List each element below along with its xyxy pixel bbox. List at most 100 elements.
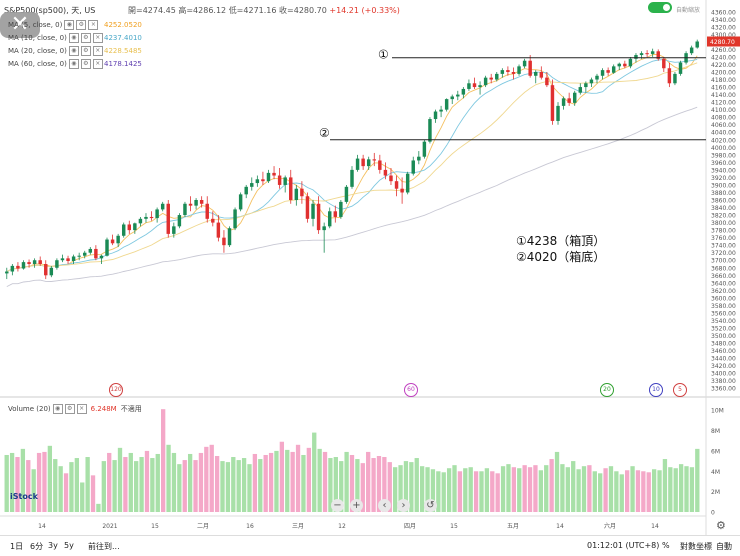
ma-badge-5[interactable]: 5 — [673, 383, 687, 397]
volume-bar — [571, 461, 576, 512]
time-tick-label: 三月 — [292, 523, 304, 530]
gear-icon[interactable]: ⚙ — [64, 404, 75, 414]
gear-icon[interactable]: ⚙ — [80, 46, 91, 56]
volume-bar — [349, 454, 355, 512]
eye-icon[interactable]: ◉ — [68, 59, 79, 69]
percent-toggle[interactable]: % — [662, 541, 670, 550]
ma-badge-60[interactable]: 60 — [404, 383, 418, 397]
scroll-right-button[interactable]: › — [397, 499, 410, 512]
auto-scale-toggle[interactable] — [648, 2, 672, 13]
eye-icon[interactable]: ◉ — [52, 404, 63, 414]
candle-body — [160, 203, 165, 210]
close-icon[interactable]: ✕ — [0, 12, 40, 38]
close-icon[interactable]: × — [92, 33, 103, 43]
ma20-legend[interactable]: MA (20, close, 0) ◉ ⚙ × 4228.5485 — [8, 45, 142, 57]
candle-body — [127, 224, 132, 231]
volume-bar — [625, 470, 630, 512]
candle-body — [617, 63, 621, 67]
volume-bar — [581, 466, 587, 512]
volume-bar — [204, 446, 209, 512]
ma10-value: 4237.4010 — [104, 34, 142, 42]
volume-bar — [214, 456, 220, 512]
gear-icon[interactable]: ⚙ — [80, 59, 91, 69]
volume-bar — [608, 466, 614, 512]
candle-body — [645, 53, 649, 55]
volume-bar — [339, 461, 344, 512]
close-icon[interactable]: × — [92, 59, 103, 69]
ma60-line — [6, 106, 698, 287]
eye-icon[interactable]: ◉ — [68, 46, 79, 56]
gear-icon[interactable]: ⚙ — [76, 20, 87, 30]
gear-icon[interactable]: ⚙ — [80, 33, 91, 43]
close-icon[interactable]: × — [76, 404, 87, 414]
volume-bar — [538, 470, 543, 512]
eye-icon[interactable]: ◉ — [64, 20, 75, 30]
logo: iStock — [10, 492, 38, 501]
candle-body — [439, 109, 443, 112]
time-tick-label: 五月 — [507, 523, 519, 530]
candle-body — [366, 159, 371, 167]
candle-body — [177, 215, 182, 227]
close-icon[interactable]: × — [92, 46, 103, 56]
ma-badge-120[interactable]: 120 — [109, 383, 123, 397]
low-value: 低=4271.16 — [228, 6, 277, 15]
candle-body — [149, 216, 154, 219]
auto-scale-button[interactable]: 自動 — [716, 542, 732, 551]
volume-bar — [651, 469, 657, 512]
candle-body — [99, 255, 104, 259]
candle-body — [556, 105, 560, 121]
volume-bar — [26, 460, 31, 512]
volume-bar — [360, 463, 365, 512]
zoom-in-button[interactable]: + — [350, 499, 363, 512]
volume-bar — [258, 459, 263, 512]
price-tick-label: 3940.00 — [711, 167, 736, 174]
price-tick-label: 3920.00 — [711, 175, 736, 182]
ma20-label: MA (20, close, 0) — [8, 47, 67, 55]
candle-body — [433, 111, 438, 120]
log-scale-toggle[interactable]: 對數坐標 — [680, 542, 712, 551]
bottom-toolbar: 1日 6分 3y 5y 前往到... 01:12:01 (UTC+8) % 對數… — [0, 535, 740, 556]
range-1d-button[interactable]: 1日 — [10, 542, 24, 551]
price-tick-label: 4180.00 — [711, 77, 736, 84]
candle-body — [194, 200, 198, 206]
settings-gear-icon[interactable]: ⚙ — [716, 519, 726, 532]
ma10-legend[interactable]: MA (10, close, 0) ◉ ⚙ × 4237.4010 — [8, 32, 142, 44]
candle-body — [105, 239, 109, 256]
candle-body — [528, 60, 532, 76]
volume-bar — [193, 460, 198, 512]
volume-bar — [527, 467, 533, 512]
volume-bar — [544, 465, 549, 512]
volume-bar — [490, 471, 495, 512]
ma-badge-20[interactable]: 20 — [600, 383, 614, 397]
candle-body — [495, 73, 499, 80]
candle-body — [244, 186, 248, 195]
range-6m-button[interactable]: 6分 — [30, 542, 44, 551]
box-annotation: ①4238（箱頂） ②4020（箱底） — [516, 233, 605, 265]
candle-body — [311, 203, 315, 219]
ma-badge-10[interactable]: 10 — [649, 383, 663, 397]
zoom-out-button[interactable]: − — [331, 499, 344, 512]
range-3y-button[interactable]: 3y — [48, 541, 58, 550]
volume-bar — [592, 471, 597, 512]
ma5-legend[interactable]: MA (5, close, 0) ◉ ⚙ × 4252.0520 — [8, 19, 142, 31]
goto-date-button[interactable]: 前往到... — [88, 542, 120, 551]
price-tick-label: 3440.00 — [711, 356, 736, 363]
volume-bar — [689, 467, 695, 512]
time-tick-label: 14 — [556, 523, 564, 530]
range-5y-button[interactable]: 5y — [64, 541, 74, 550]
volume-legend[interactable]: Volume (20) ◉ ⚙ × 6.248M 不適用 — [8, 404, 142, 414]
candle-body — [199, 200, 204, 204]
price-tick-label: 3360.00 — [711, 386, 736, 393]
ma60-legend[interactable]: MA (60, close, 0) ◉ ⚙ × 4178.1425 — [8, 58, 142, 70]
price-tick-label: 3720.00 — [711, 250, 736, 257]
candle-body — [695, 41, 699, 48]
reset-chart-button[interactable]: ↺ — [424, 499, 437, 512]
close-icon[interactable]: × — [88, 20, 99, 30]
eye-icon[interactable]: ◉ — [68, 33, 79, 43]
scroll-left-button[interactable]: ‹ — [378, 499, 391, 512]
candle-body — [678, 62, 683, 74]
candle-body — [277, 175, 282, 185]
candle-body — [517, 66, 521, 74]
candle-body — [478, 85, 482, 88]
